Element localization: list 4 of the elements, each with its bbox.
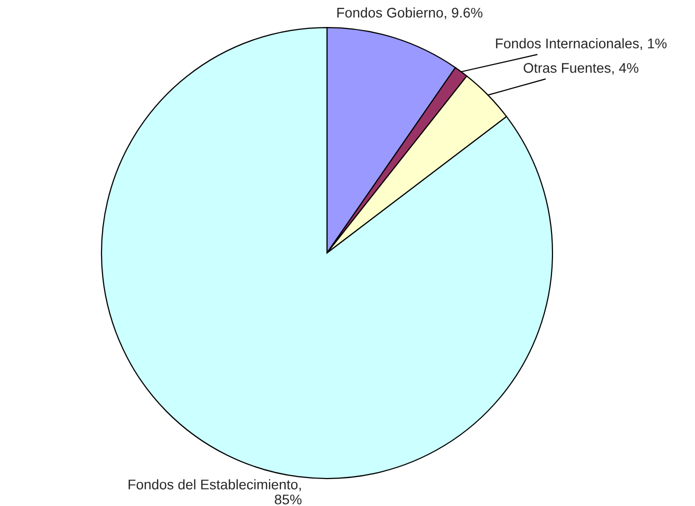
slice-label: Fondos Gobierno, 9.6% [337,7,482,20]
slice-label: Fondos Internacionales, 1% [496,38,667,50]
slice-label: Otras Fuentes, 4% [524,63,638,75]
slice-label: Fondos del Establecimiento, 85% [128,479,302,504]
